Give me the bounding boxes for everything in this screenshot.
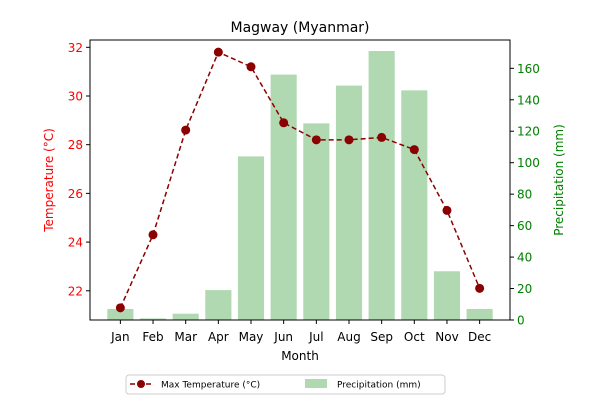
precipitation-bar-aug — [335, 85, 363, 321]
y-left-tick-label-32: 32 — [68, 41, 83, 55]
y-right-tick-label-80: 80 — [517, 188, 532, 202]
precipitation-bar-sep — [368, 51, 395, 320]
temperature-point-sep — [377, 132, 387, 142]
y-left-tick-label-28: 28 — [68, 138, 83, 152]
x-axis: Jan Feb Mar Apr May Jun Jul Aug Sep Oct Nov Dec — [110, 320, 491, 344]
plot-frame — [89, 39, 511, 321]
temperature-point-aug — [344, 135, 354, 145]
legend-label-temperature: Max Temperature (°C) — [161, 381, 260, 391]
legend-bar-swatch — [305, 379, 327, 388]
precipitation-bar-nov — [433, 271, 461, 320]
temperature-point-jun — [279, 118, 289, 128]
temperature-point-nov — [442, 205, 452, 215]
x-tick-label-nov: Nov — [435, 330, 458, 344]
y-axis-temperature: 22 24 26 28 30 32 — [68, 41, 90, 298]
precipitation-bar-may — [237, 156, 265, 320]
y-right-tick-label-140: 140 — [517, 93, 540, 107]
temperature-line — [115, 47, 485, 313]
x-tick-label-jan: Jan — [110, 330, 130, 344]
x-tick-label-may: May — [239, 330, 264, 344]
y-left-tick-label-26: 26 — [68, 187, 83, 201]
temperature-series-line — [119, 51, 481, 309]
legend-label-precipitation: Precipitation (mm) — [337, 381, 421, 391]
precipitation-bar-mar — [172, 313, 199, 320]
temperature-point-oct — [409, 145, 419, 155]
y-axis-label-temperature: Temperature (°C) — [42, 128, 56, 233]
y-left-tick-label-30: 30 — [68, 90, 83, 104]
y-right-tick-label-40: 40 — [517, 251, 532, 265]
y-left-tick-label-22: 22 — [68, 284, 83, 298]
legend-box — [125, 374, 446, 395]
x-axis-label: Month — [281, 349, 319, 363]
x-tick-label-feb: Feb — [142, 330, 163, 344]
x-tick-label-jun: Jun — [273, 330, 293, 344]
x-tick-label-jul: Jul — [308, 330, 323, 344]
precipitation-bar-jan — [107, 308, 134, 320]
x-tick-label-oct: Oct — [404, 330, 425, 344]
precipitation-bar-feb — [139, 318, 167, 320]
y-right-tick-label-60: 60 — [517, 219, 532, 233]
temperature-point-may — [246, 62, 256, 72]
precipitation-bar-apr — [205, 290, 232, 320]
precipitation-bars — [107, 51, 493, 321]
temperature-point-feb — [148, 230, 158, 240]
y-axis-precipitation: 0 20 40 60 80 100 120 140 160 — [510, 62, 540, 328]
temperature-point-mar — [181, 125, 191, 135]
temperature-point-apr — [213, 47, 223, 57]
y-right-tick-label-120: 120 — [517, 125, 540, 139]
y-left-tick-label-24: 24 — [68, 236, 83, 250]
x-tick-label-dec: Dec — [468, 330, 491, 344]
y-right-tick-label-20: 20 — [517, 282, 532, 296]
y-right-tick-label-100: 100 — [517, 156, 540, 170]
precipitation-bar-dec — [466, 308, 493, 320]
y-right-tick-label-0: 0 — [517, 314, 525, 328]
temperature-point-dec — [475, 283, 485, 293]
x-tick-label-apr: Apr — [208, 330, 229, 344]
x-tick-label-mar: Mar — [174, 330, 197, 344]
precipitation-bar-jul — [303, 123, 330, 321]
x-tick-label-aug: Aug — [337, 330, 360, 344]
temperature-point-jul — [311, 135, 321, 145]
legend: Max Temperature (°C) Precipitation (mm) — [125, 374, 446, 395]
x-tick-label-sep: Sep — [370, 330, 393, 344]
chart-title: Magway (Myanmar) — [230, 20, 369, 36]
y-axis-label-precipitation: Precipitation (mm) — [552, 124, 566, 236]
precipitation-bar-jun — [270, 74, 297, 320]
y-right-tick-label-160: 160 — [517, 62, 540, 76]
precipitation-bar-oct — [401, 90, 428, 320]
legend-marker-swatch — [137, 380, 145, 388]
temperature-point-jan — [115, 303, 125, 313]
